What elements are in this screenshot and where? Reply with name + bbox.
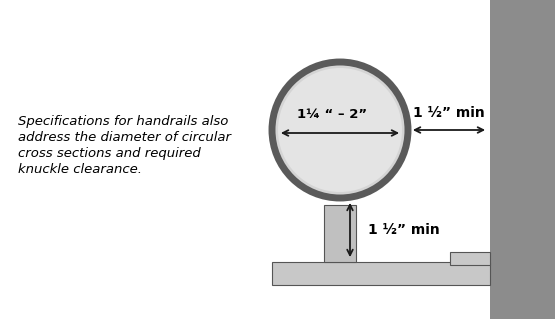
Circle shape: [272, 62, 408, 198]
Bar: [272, 262, 490, 285]
Text: Specifications for handrails also: Specifications for handrails also: [18, 115, 228, 128]
Bar: [324, 205, 356, 262]
Text: cross sections and required: cross sections and required: [18, 147, 201, 160]
Circle shape: [278, 68, 402, 192]
Text: knuckle clearance.: knuckle clearance.: [18, 163, 142, 176]
Text: 1 ½” min: 1 ½” min: [368, 223, 440, 237]
Bar: [490, 0, 555, 319]
Text: 1 ½” min: 1 ½” min: [413, 106, 485, 120]
Text: address the diameter of circular: address the diameter of circular: [18, 131, 231, 144]
Text: 1¼ “ – 2”: 1¼ “ – 2”: [297, 108, 367, 121]
Bar: [450, 252, 490, 265]
